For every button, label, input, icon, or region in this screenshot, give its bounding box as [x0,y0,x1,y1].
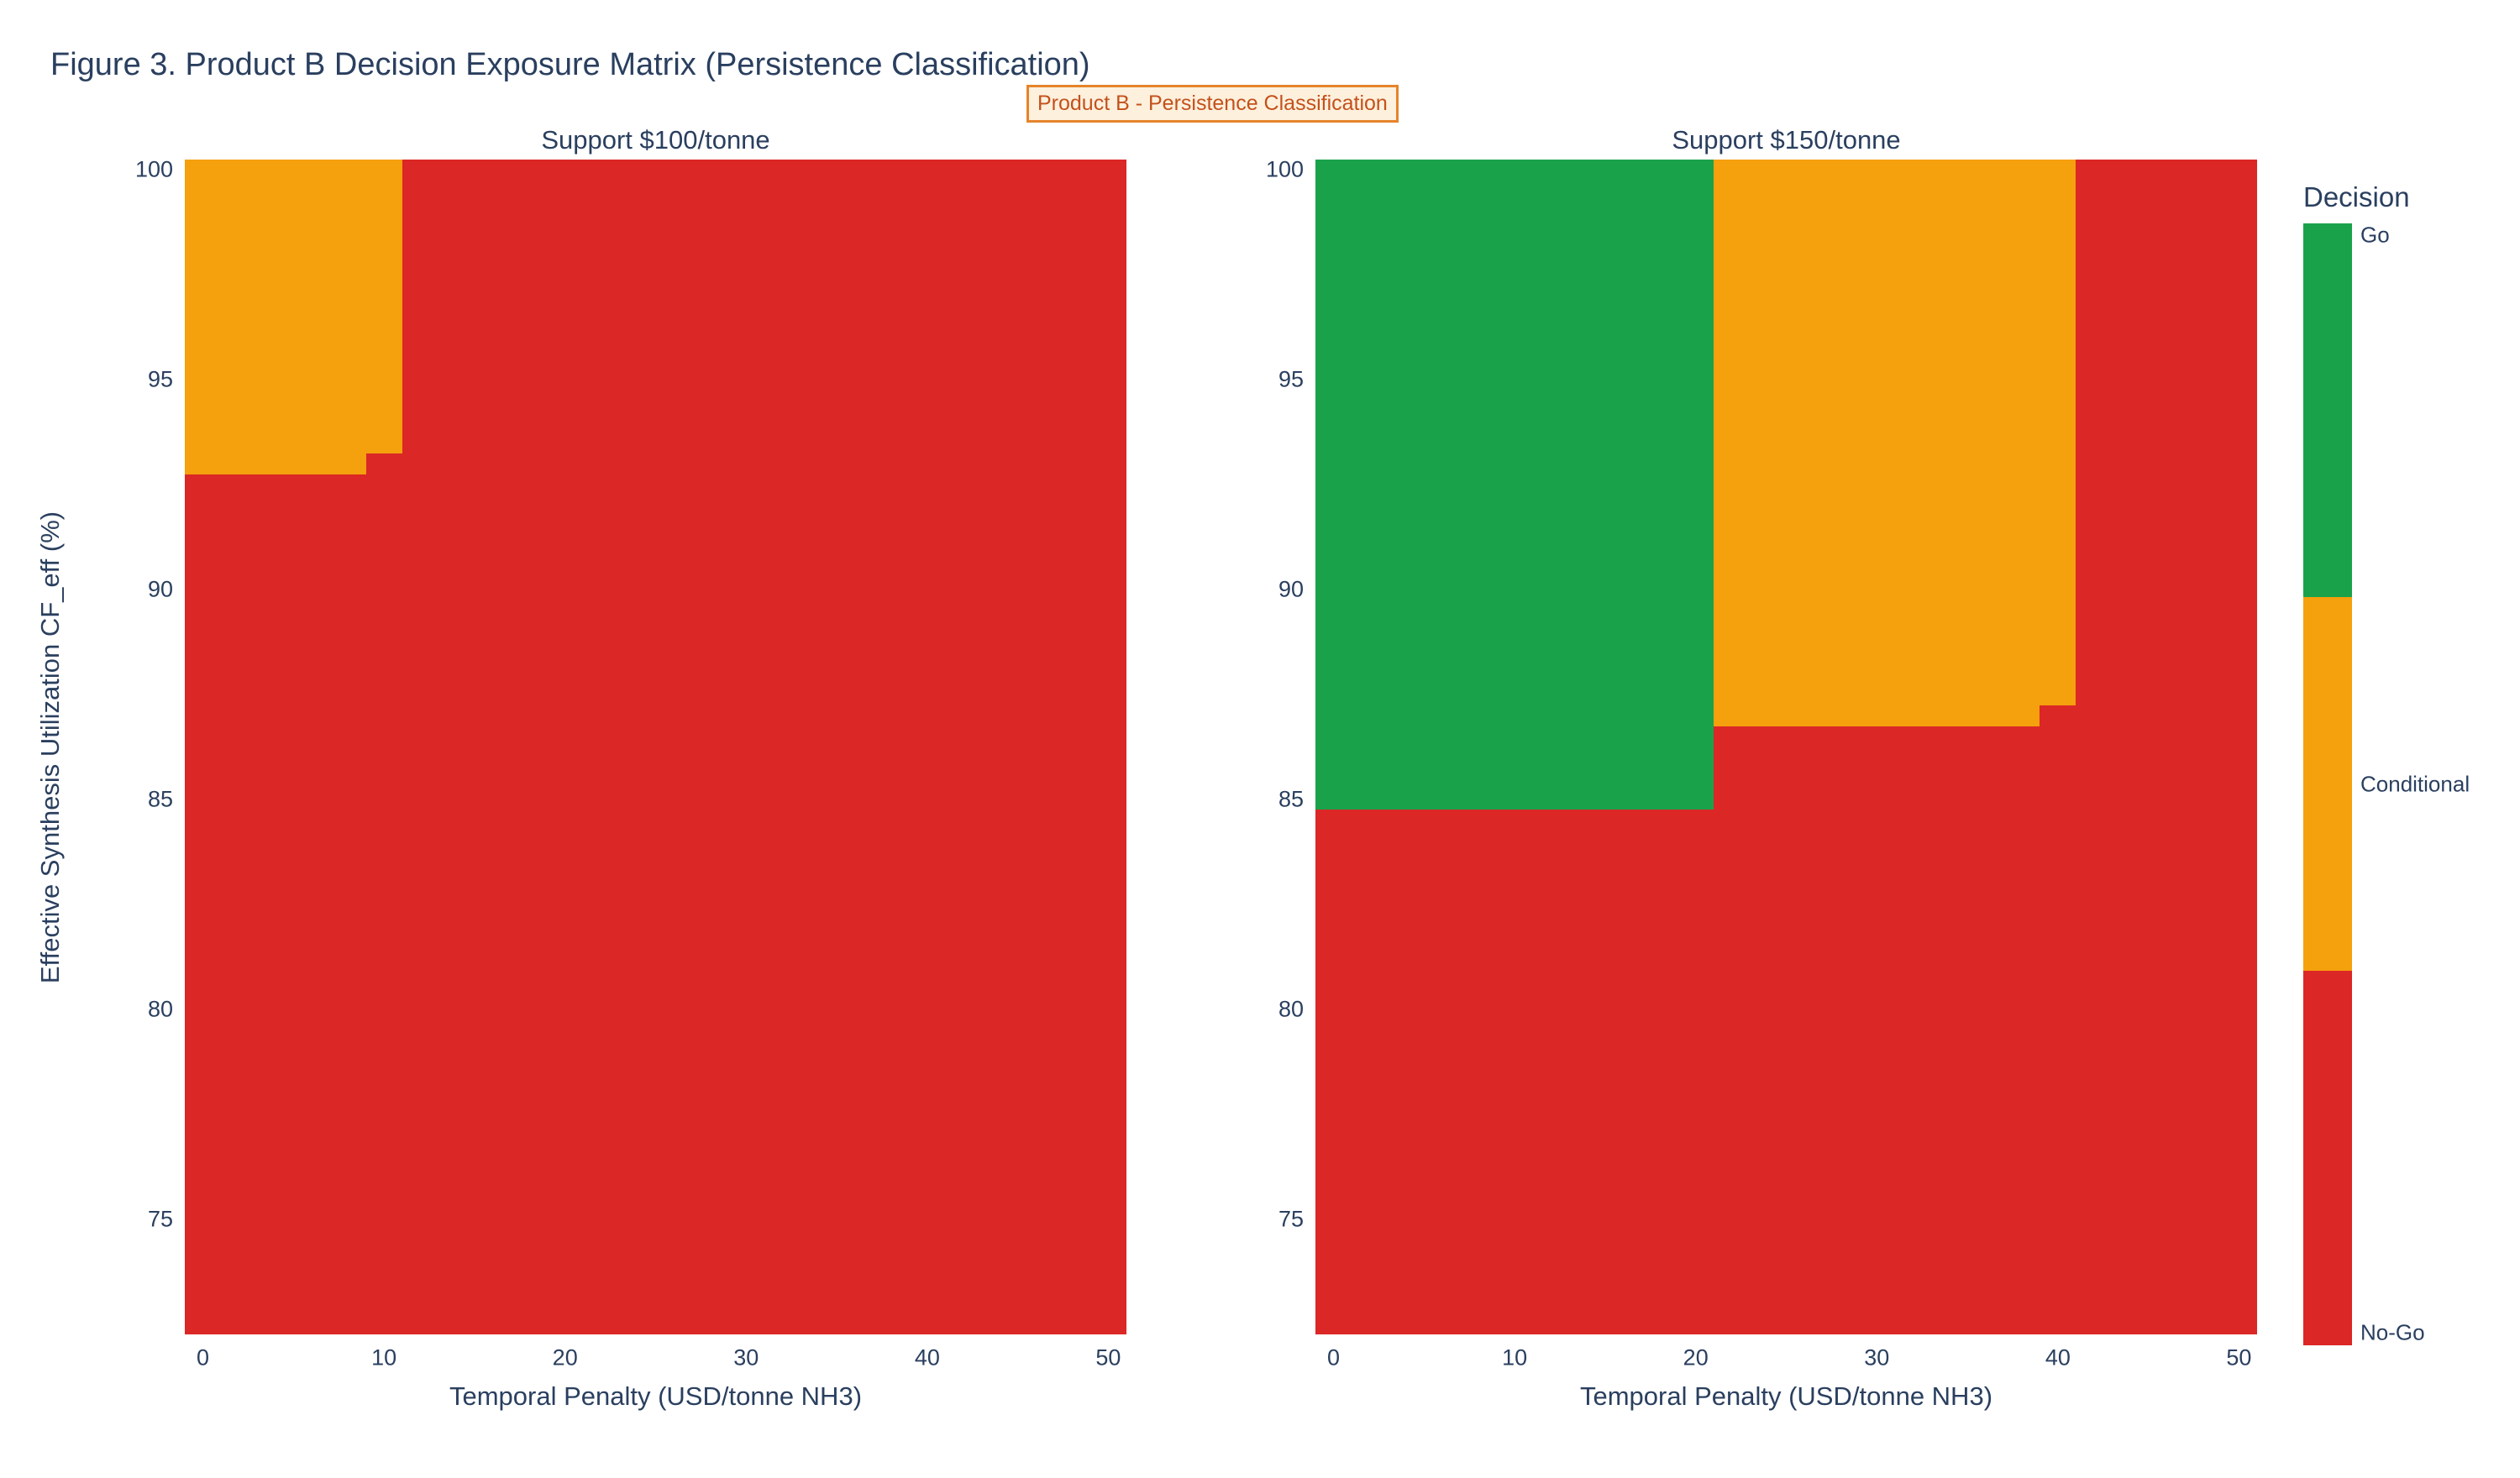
x-tick-label: 20 [552,1344,578,1371]
y-tick-label: 85 [147,786,173,812]
x-tick-label: 40 [914,1344,940,1371]
x-tick-label: 30 [733,1344,759,1371]
region-conditional [2040,160,2076,705]
y-tick-label: 75 [1278,1206,1304,1232]
y-tick-label: 90 [147,576,173,602]
x-tick-label: 50 [2226,1344,2252,1371]
colorbar-segment-conditional [2303,597,2352,972]
x-tick-label: 50 [1095,1344,1121,1371]
figure-title: Figure 3. Product B Decision Exposure Ma… [50,47,1090,82]
colorbar [2303,223,2352,1345]
colorbar-label-go: Go [2360,222,2390,248]
x-axis-title: Temporal Penalty (USD/tonne NH3) [1579,1381,1993,1411]
colorbar-segment-nogo [2303,971,2352,1345]
y-axis-title: Effective Synthesis Utilization CF_eff (… [35,511,65,984]
annotation-badge: Product B - Persistence Classification [1026,85,1399,123]
colorbar-label-conditional: Conditional [2360,771,2470,796]
y-tick-label: 95 [147,366,173,392]
x-tick-label: 0 [197,1344,210,1371]
y-tick-label: 80 [147,996,173,1022]
subplot-title: Support $100/tonne [541,125,770,155]
x-tick-label: 20 [1683,1344,1709,1371]
x-tick-label: 30 [1864,1344,1890,1371]
heatmap-plot-area[interactable] [1315,160,2257,1334]
region-conditional [185,160,366,474]
x-tick-label: 10 [1502,1344,1528,1371]
x-tick-label: 10 [371,1344,397,1371]
y-tick-label: 90 [1278,576,1304,602]
region-go [1315,160,1714,810]
heatmap-plot-area[interactable] [185,160,1126,1334]
y-tick-label: 100 [134,156,173,182]
region-conditional [1714,160,2040,726]
colorbar-label-nogo: No-Go [2360,1319,2425,1345]
region-conditional [365,160,402,453]
x-tick-label: 40 [2045,1344,2071,1371]
y-tick-label: 80 [1278,996,1304,1022]
subplot-title: Support $150/tonne [1672,125,1901,155]
x-tick-label: 0 [1327,1344,1341,1371]
y-tick-label: 95 [1278,366,1304,392]
y-tick-label: 100 [1265,156,1304,182]
colorbar-title: Decision [2303,181,2410,212]
y-tick-label: 75 [147,1206,173,1232]
colorbar-segment-go [2303,223,2352,598]
y-tick-label: 85 [1278,786,1304,812]
x-axis-title: Temporal Penalty (USD/tonne NH3) [449,1381,863,1411]
